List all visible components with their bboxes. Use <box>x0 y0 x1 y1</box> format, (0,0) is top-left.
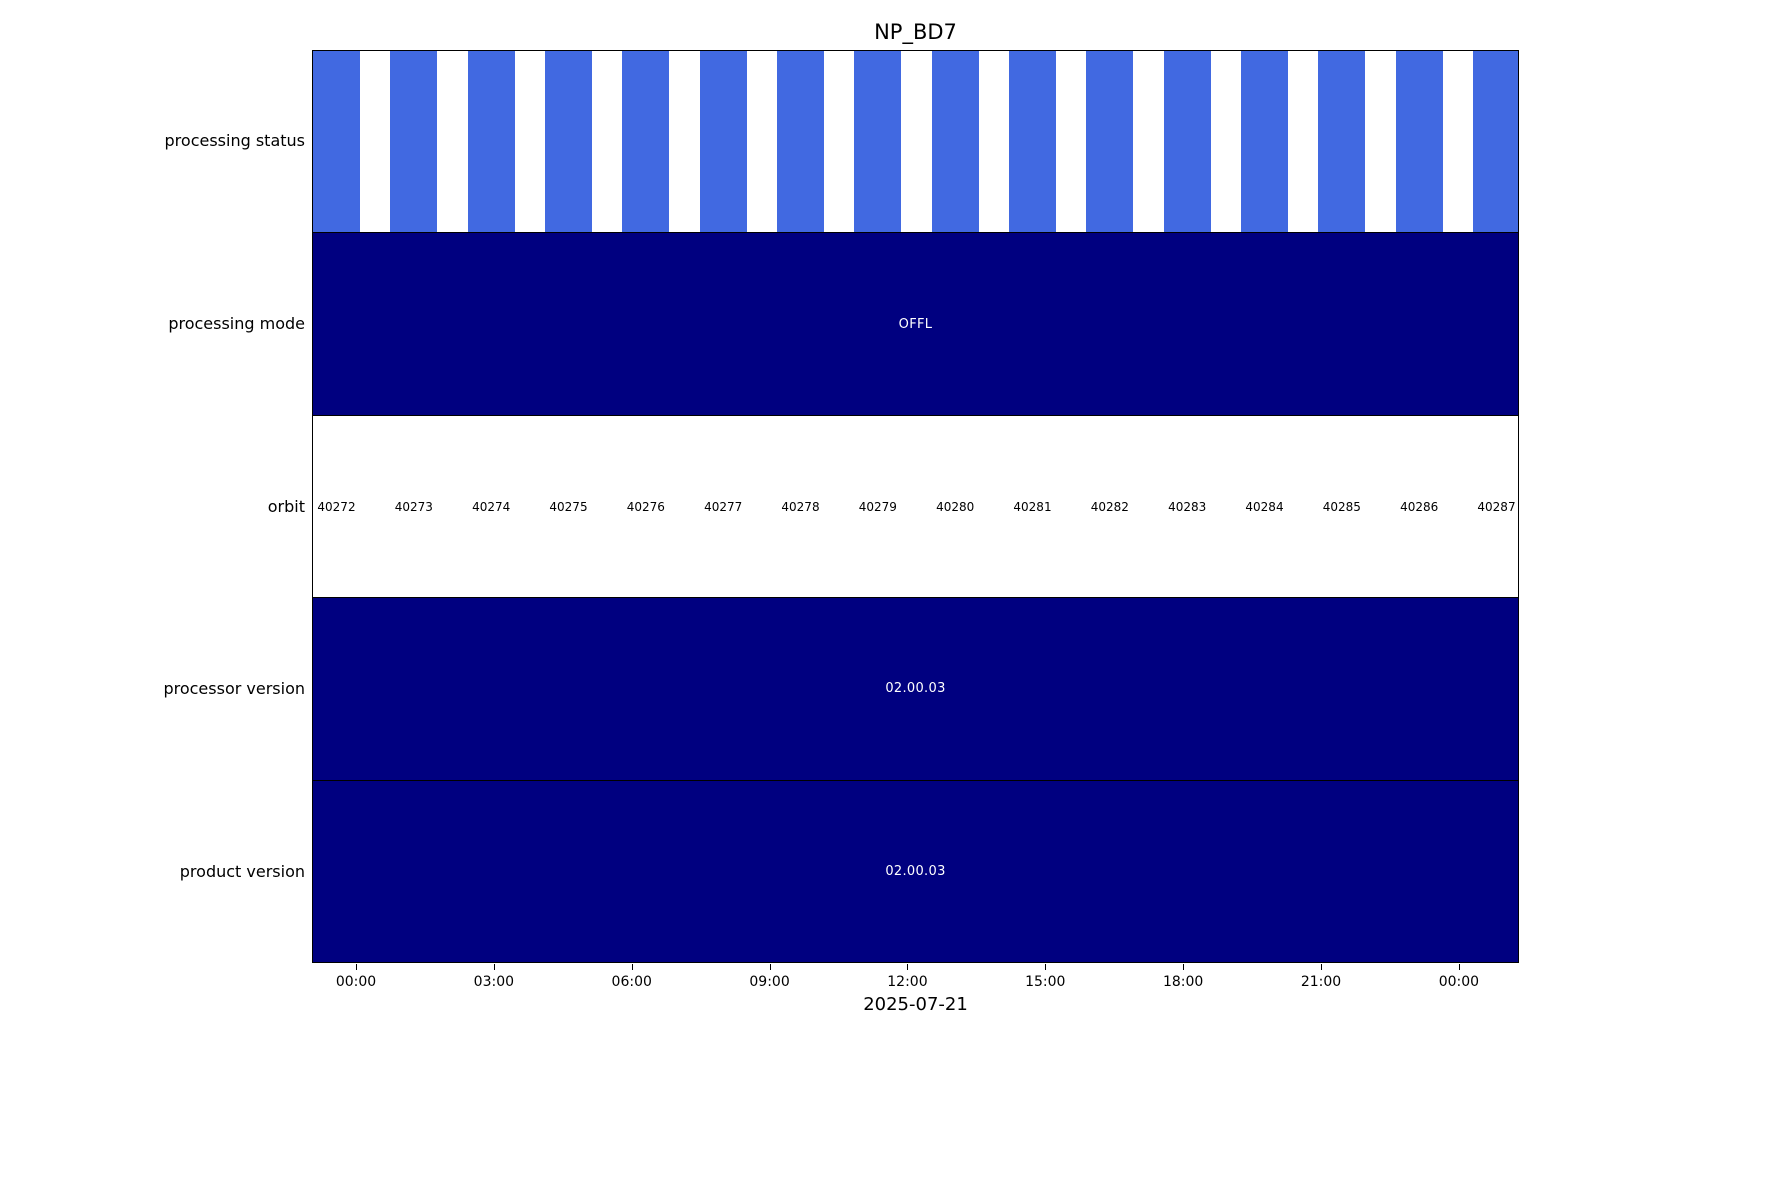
x-tick-mark <box>1321 964 1323 970</box>
processing-status-bar <box>390 51 438 233</box>
orbit-number: 40279 <box>858 499 897 514</box>
row-orbit: 40272 40273 40274 40275 40276 40277 40278 40279… <box>313 416 1518 599</box>
chart-title: NP_BD7 <box>874 20 957 44</box>
row-label-processing-status: processing status <box>164 131 305 150</box>
orbit-number: 40286 <box>1400 499 1439 514</box>
processing-status-bar <box>1009 51 1056 233</box>
row-product-version: 02.00.03 <box>313 780 1518 963</box>
processing-status-bar <box>622 51 670 233</box>
x-tick-mark <box>1183 964 1185 970</box>
row-processing-status <box>313 51 1518 234</box>
orbit-number: 40281 <box>1013 499 1052 514</box>
x-axis: 00:00 03:00 06:00 09:00 12:00 15:00 18:00 21:00… <box>312 964 1519 1004</box>
orbit-number: 40278 <box>781 499 820 514</box>
processing-status-bar <box>854 51 902 233</box>
x-tick-label: 09:00 <box>749 974 790 990</box>
orbit-number: 40280 <box>936 499 975 514</box>
x-tick-mark <box>1045 964 1047 970</box>
processing-status-bar <box>1318 51 1366 233</box>
row-label-product-version: product version <box>179 862 305 881</box>
row-label-orbit: orbit <box>267 497 305 516</box>
orbit-number: 40276 <box>626 499 665 514</box>
row-processor-version: 02.00.03 <box>313 598 1518 781</box>
processing-status-bar <box>1086 51 1134 233</box>
orbit-number: 40274 <box>472 499 511 514</box>
orbit-number: 40272 <box>317 499 356 514</box>
processing-status-bar <box>931 51 979 233</box>
processing-status-bar <box>1395 51 1443 233</box>
row-processing-mode: OFFL <box>313 233 1518 416</box>
x-tick-mark <box>356 964 357 970</box>
product-version-value: 02.00.03 <box>885 863 946 879</box>
x-tick-label: 00:00 <box>1438 974 1480 990</box>
x-tick-mark <box>907 964 909 970</box>
x-tick-label: 21:00 <box>1300 974 1342 990</box>
x-tick-label: 15:00 <box>1025 974 1066 990</box>
processing-status-bar <box>1473 51 1518 233</box>
processing-status-bar <box>777 51 824 233</box>
x-tick-mark <box>1458 964 1460 970</box>
orbit-number: 40277 <box>704 499 743 514</box>
orbit-number: 40284 <box>1245 499 1284 514</box>
x-tick-label: 12:00 <box>887 974 928 990</box>
x-tick-mark <box>493 964 495 970</box>
processing-status-bar <box>313 51 360 233</box>
orbit-number: 40282 <box>1090 499 1129 514</box>
processing-mode-value: OFFL <box>898 316 933 332</box>
x-tick-label: 06:00 <box>611 974 652 990</box>
processor-version-value: 02.00.03 <box>885 681 946 697</box>
row-label-processing-mode: processing mode <box>168 314 305 333</box>
orbit-number: 40273 <box>394 499 433 514</box>
row-label-processor-version: processor version <box>163 679 305 698</box>
x-tick-mark <box>631 964 633 970</box>
x-tick-label: 03:00 <box>473 974 515 990</box>
plot-area: OFFL 40272 40273 40274 40275 40276 40277 40278… <box>312 50 1519 963</box>
orbit-number: 40285 <box>1322 499 1361 514</box>
orbit-number: 40275 <box>549 499 588 514</box>
x-tick-label: 18:00 <box>1162 974 1204 990</box>
processing-status-bar <box>545 51 592 233</box>
processing-status-bar <box>1241 51 1288 233</box>
processing-status-bar <box>1163 51 1211 233</box>
orbit-number: 40283 <box>1168 499 1207 514</box>
x-tick-label: 00:00 <box>335 974 377 990</box>
x-tick-mark <box>769 964 771 970</box>
x-axis-label: 2025-07-21 <box>863 994 968 1015</box>
orbit-number: 40287 <box>1477 499 1516 514</box>
processing-status-bar <box>467 51 515 233</box>
processing-status-bar <box>699 51 747 233</box>
